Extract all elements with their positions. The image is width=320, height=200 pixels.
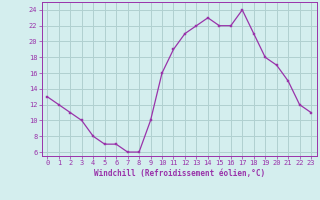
X-axis label: Windchill (Refroidissement éolien,°C): Windchill (Refroidissement éolien,°C): [94, 169, 265, 178]
